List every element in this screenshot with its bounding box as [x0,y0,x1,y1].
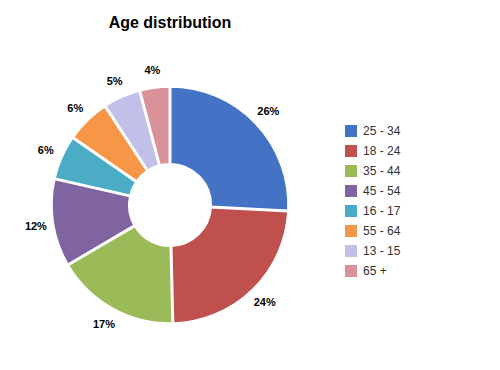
data-labels: 26% 24% 17% 12% 6% 6% 5% 4% [25,64,280,329]
legend-item: 65 + [345,264,387,278]
legend-item: 45 - 54 [345,184,401,198]
legend-label: 13 - 15 [363,244,401,258]
data-label: 6% [38,144,54,156]
data-label: 5% [107,75,123,87]
legend-swatch [345,245,357,257]
legend-label: 18 - 24 [363,144,401,158]
legend-swatch [345,205,357,217]
legend-swatch [345,185,357,197]
data-label: 12% [25,220,47,232]
data-label: 6% [67,102,83,114]
legend-label: 55 - 64 [363,224,401,238]
legend-item: 55 - 64 [345,224,401,238]
legend-item: 16 - 17 [345,204,401,218]
chart-title: Age distribution [109,14,232,31]
legend-label: 65 + [363,264,387,278]
legend-label: 16 - 17 [363,204,401,218]
legend-swatch [345,165,357,177]
data-label: 26% [257,105,279,117]
legend-swatch [345,265,357,277]
data-label: 17% [93,318,115,330]
legend-label: 35 - 44 [363,164,401,178]
legend-item: 18 - 24 [345,144,401,158]
legend-item: 13 - 15 [345,244,401,258]
legend-swatch [345,225,357,237]
legend-item: 25 - 34 [345,124,401,138]
legend-item: 35 - 44 [345,164,401,178]
slice [140,87,169,165]
pie-group [52,87,288,323]
slice [171,87,288,210]
legend-label: 25 - 34 [363,124,401,138]
legend-swatch [345,125,357,137]
legend-label: 45 - 54 [363,184,401,198]
data-label: 4% [144,64,160,76]
legend-swatch [345,145,357,157]
chart-svg: Age distribution 26% 24% 17% 12% 6% 6% 5% 4% 25 -… [0,0,500,370]
data-label: 24% [254,296,276,308]
legend: 25 - 34 18 - 24 35 - 44 45 - 54 16 - 17 55 - … [345,124,401,278]
slice [172,208,288,323]
